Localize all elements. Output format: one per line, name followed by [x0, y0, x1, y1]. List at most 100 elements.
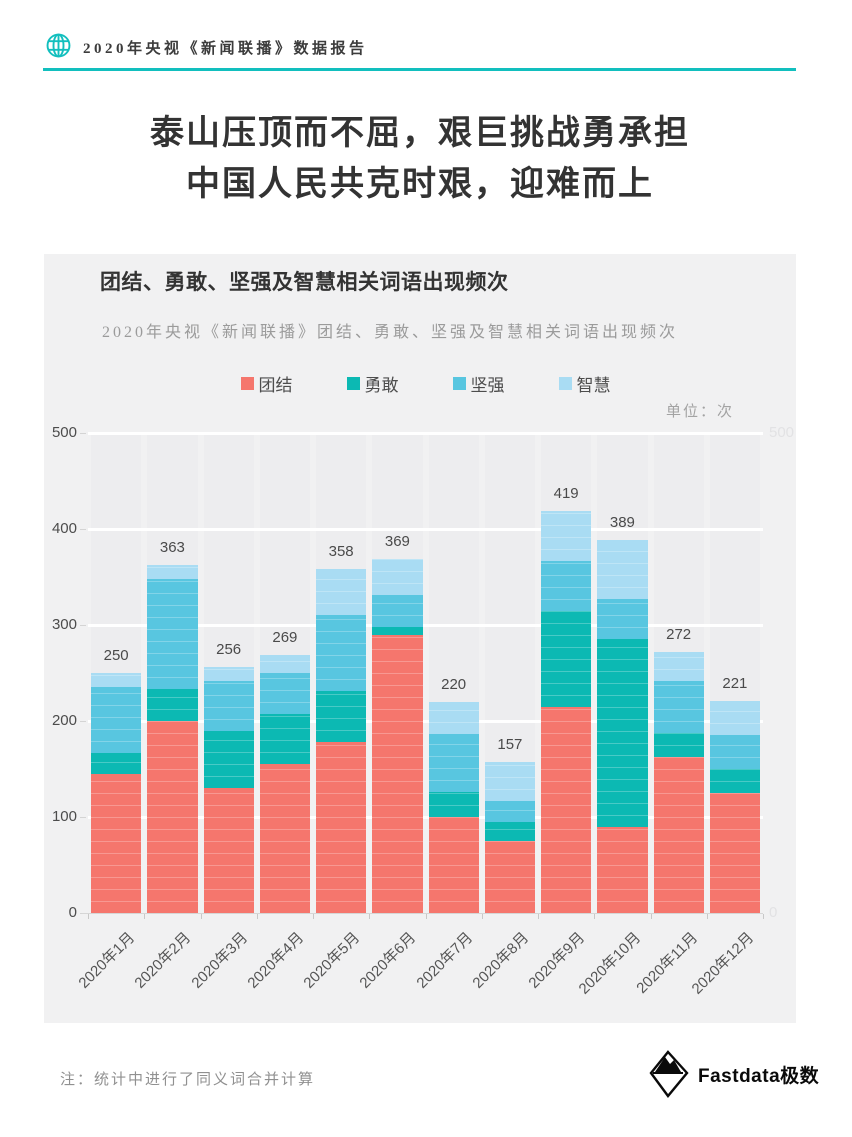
page-title-line1: 泰山压顶而不屈，艰巨挑战勇承担: [150, 114, 690, 152]
bar-total-label: 358: [328, 543, 354, 561]
x-axis-tick: [425, 914, 427, 919]
bar-total-label: 256: [216, 641, 242, 659]
bar-total-label: 157: [497, 736, 523, 754]
bar-segment-智慧: [203, 667, 254, 681]
x-axis-line: [82, 913, 763, 914]
bar-stack: [316, 433, 367, 913]
page-title: 泰山压顶而不屈，艰巨挑战勇承担 中国人民共克时艰，迎难而上: [44, 108, 796, 210]
x-axis-tick: [594, 914, 596, 919]
y-axis-tick: [80, 625, 86, 626]
bar-segment-智慧: [541, 510, 592, 561]
gridline: [88, 431, 763, 435]
footnote: 注：统计中进行了同义词合并计算: [60, 1072, 316, 1088]
gridline: [88, 719, 763, 723]
y-axis-label-right: 500: [769, 424, 795, 441]
bar-stack: [597, 433, 648, 913]
y-axis-tick: [80, 721, 86, 722]
bar-total-label: 221: [722, 674, 748, 692]
stacked-bar-chart: 0 100 200 300 400 500 500 0 250 2020年1月 363 2020年2月…: [44, 254, 796, 1023]
bar-stack: [259, 433, 310, 913]
bar-segment-团结: [541, 706, 592, 913]
bar-total-label: 389: [609, 513, 635, 531]
y-axis-label-right: 0: [769, 904, 778, 921]
y-axis-label: 0: [68, 904, 77, 921]
bar-segment-团结: [91, 773, 142, 913]
bar-segment-坚强: [428, 734, 479, 793]
legend-swatch: [240, 377, 254, 390]
y-axis-tick: [80, 433, 86, 434]
legend-label: 智慧: [576, 376, 611, 395]
report-header: 2020年央视《新闻联播》数据报告: [0, 0, 852, 80]
bar-segment-智慧: [484, 762, 535, 801]
y-axis-tick: [80, 817, 86, 818]
bar-segment-勇敢: [316, 691, 367, 743]
y-axis-label: 200: [51, 712, 77, 729]
x-axis-tick: [200, 914, 202, 919]
bar-segment-坚强: [259, 673, 310, 715]
x-axis-tick: [256, 914, 258, 919]
bar-stack: [147, 433, 198, 913]
bar-segment-勇敢: [259, 714, 310, 765]
bar-segment-勇敢: [653, 733, 704, 758]
bar-segment-团结: [597, 826, 648, 913]
bar-segment-团结: [372, 634, 423, 913]
fastdata-logo: Fastdata极数: [645, 1050, 819, 1098]
bar-segment-坚强: [147, 578, 198, 690]
legend-label: 坚强: [470, 376, 505, 395]
bar-stack: [372, 433, 423, 913]
bar-segment-团结: [316, 742, 367, 913]
bar-segment-坚强: [484, 800, 535, 822]
bar-total-label: 363: [159, 538, 185, 556]
bar-segment-勇敢: [428, 792, 479, 817]
bar-segment-坚强: [203, 680, 254, 731]
bar-segment-勇敢: [541, 610, 592, 707]
gridline: [88, 527, 763, 531]
bar-segment-坚强: [91, 687, 142, 753]
x-axis-tick: [481, 914, 483, 919]
bar-segment-勇敢: [597, 639, 648, 827]
bar-stack: [428, 433, 479, 913]
legend-label: 勇敢: [364, 376, 399, 395]
bar-segment-智慧: [316, 569, 367, 616]
x-axis-tick: [313, 914, 314, 919]
legend-item-智慧: 智慧: [558, 371, 611, 396]
bar-segment-智慧: [709, 700, 760, 736]
y-axis-label: 300: [51, 616, 77, 633]
bar-segment-团结: [653, 757, 704, 913]
bar-total-label: 272: [666, 625, 692, 643]
bar-segment-坚强: [709, 735, 760, 769]
bar-segment-团结: [147, 721, 198, 913]
globe-icon: [46, 33, 71, 58]
gridline: [88, 815, 763, 819]
y-axis-label: 400: [51, 520, 77, 537]
y-axis-tick: [80, 529, 86, 530]
bar-total-label: 419: [553, 484, 579, 502]
bar-segment-勇敢: [372, 626, 423, 635]
unit-label: 单位：次: [665, 404, 734, 420]
bar-segment-坚强: [653, 680, 704, 734]
bar-segment-团结: [484, 841, 535, 913]
y-axis-label: 100: [51, 808, 77, 825]
bar-segment-团结: [428, 817, 479, 913]
header-divider: [43, 68, 796, 71]
bar-stack: [91, 433, 142, 913]
chart-legend: 团结 勇敢 坚强 智慧: [88, 371, 763, 396]
bar-segment-勇敢: [709, 769, 760, 793]
legend-swatch: [346, 377, 360, 390]
bar-segment-坚强: [372, 595, 423, 627]
report-brand: 2020年央视《新闻联播》数据报告: [83, 41, 368, 57]
bar-segment-勇敢: [147, 689, 198, 721]
chart-title: 团结、勇敢、坚强及智慧相关词语出现频次: [100, 271, 509, 294]
bar-segment-智慧: [372, 558, 423, 596]
fastdata-logo-text: Fastdata极数: [698, 1065, 820, 1087]
bar-total-label: 269: [272, 628, 298, 646]
x-axis-tick: [144, 914, 146, 919]
x-axis-tick: [706, 914, 708, 919]
bar-segment-勇敢: [91, 752, 142, 774]
bar-segment-智慧: [259, 654, 310, 674]
page-title-line2: 中国人民共克时艰，迎难而上: [186, 165, 654, 203]
legend-swatch: [452, 377, 466, 390]
bar-segment-智慧: [147, 564, 198, 579]
chart-panel: 团结、勇敢、坚强及智慧相关词语出现频次 2020年央视《新闻联播》团结、勇敢、坚…: [44, 254, 796, 1023]
bar-segment-坚强: [541, 560, 592, 611]
